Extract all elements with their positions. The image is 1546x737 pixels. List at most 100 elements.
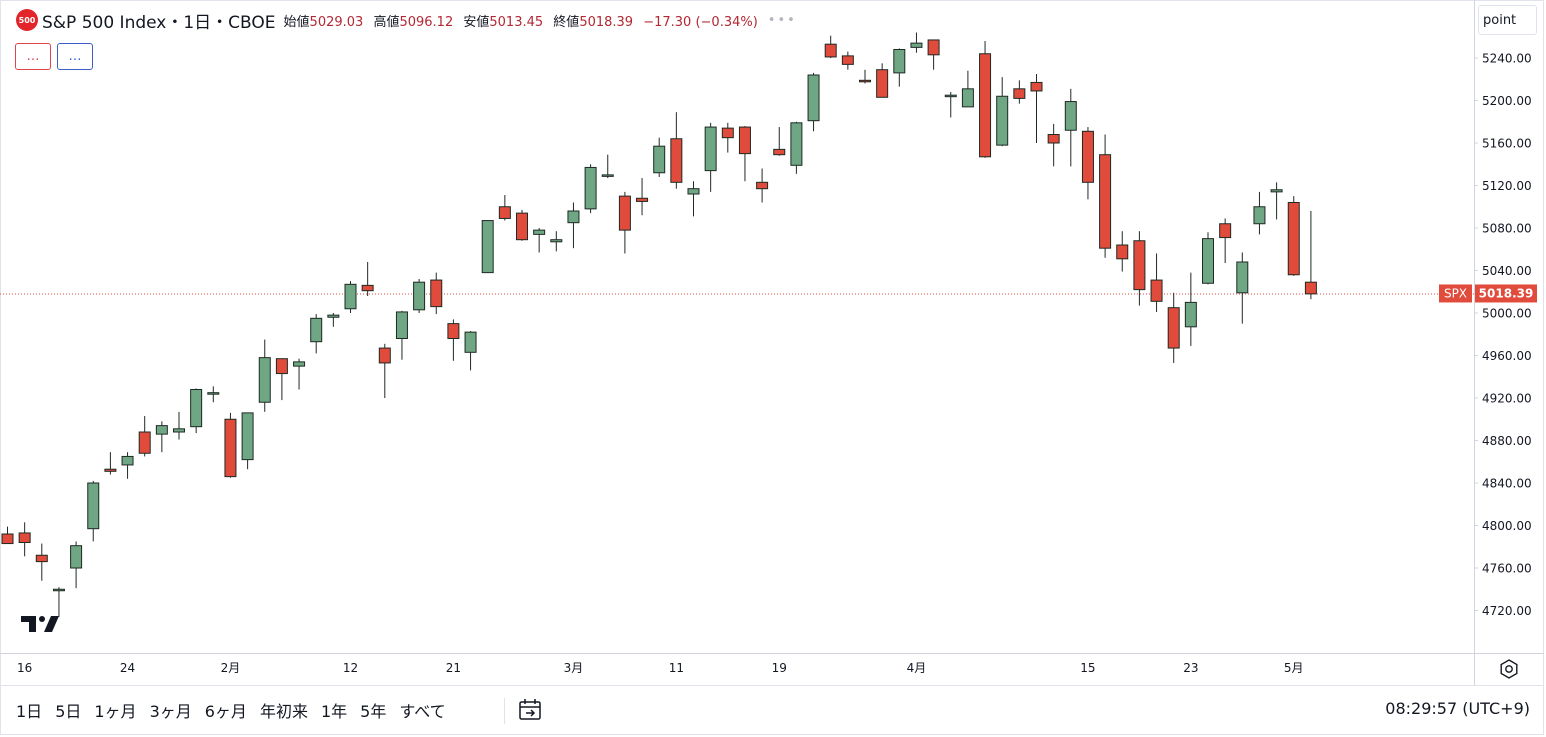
- candle[interactable]: [1047, 123, 1060, 167]
- candle[interactable]: [567, 202, 580, 249]
- candle[interactable]: [927, 39, 940, 70]
- candle[interactable]: [704, 122, 717, 192]
- candle[interactable]: [258, 339, 271, 412]
- indicator-button-red[interactable]: …: [15, 43, 51, 70]
- candle[interactable]: [104, 452, 117, 475]
- candle[interactable]: [618, 191, 631, 254]
- tradingview-logo-icon[interactable]: [20, 613, 60, 635]
- candle[interactable]: [1202, 232, 1214, 285]
- settings-gear-icon[interactable]: [1497, 657, 1521, 681]
- candle[interactable]: [18, 522, 31, 557]
- candle[interactable]: [344, 281, 357, 313]
- candle[interactable]: [636, 178, 649, 216]
- candle[interactable]: [601, 154, 614, 179]
- candle[interactable]: [173, 411, 185, 440]
- candle[interactable]: [1064, 88, 1077, 167]
- candle[interactable]: [1167, 292, 1180, 363]
- candle[interactable]: [155, 421, 168, 453]
- candle-body: [893, 49, 906, 74]
- candle[interactable]: [207, 386, 220, 403]
- candle-body: [1304, 281, 1317, 295]
- candle[interactable]: [876, 63, 889, 98]
- more-dots-icon[interactable]: •••: [767, 12, 797, 28]
- candle[interactable]: [1304, 211, 1317, 300]
- range-button-6m[interactable]: 6ヶ月: [204, 702, 247, 721]
- range-button-5d[interactable]: 5日: [55, 702, 82, 721]
- candle[interactable]: [361, 262, 374, 296]
- range-button-all[interactable]: すべて: [399, 702, 446, 721]
- candle[interactable]: [687, 181, 700, 217]
- candle[interactable]: [841, 51, 854, 70]
- candle[interactable]: [996, 77, 1009, 147]
- candle[interactable]: [70, 541, 83, 589]
- candle[interactable]: [550, 231, 563, 252]
- candle[interactable]: [1, 526, 14, 545]
- candle[interactable]: [275, 358, 288, 401]
- range-button-5y[interactable]: 5年: [360, 702, 387, 721]
- candle[interactable]: [584, 164, 597, 214]
- candle[interactable]: [859, 69, 871, 84]
- candle[interactable]: [773, 127, 786, 156]
- candle[interactable]: [190, 388, 203, 434]
- candle[interactable]: [738, 126, 751, 182]
- candle[interactable]: [516, 209, 528, 241]
- range-button-1y[interactable]: 1年: [320, 702, 348, 721]
- calendar-range-icon[interactable]: [516, 696, 544, 724]
- candle[interactable]: [138, 416, 151, 457]
- candle[interactable]: [1116, 231, 1129, 272]
- candle[interactable]: [293, 358, 306, 390]
- candle[interactable]: [1133, 231, 1146, 306]
- candle[interactable]: [1287, 196, 1300, 276]
- candle[interactable]: [310, 314, 323, 354]
- candle[interactable]: [413, 279, 426, 313]
- range-button-1m[interactable]: 1ヶ月: [94, 702, 137, 721]
- symbol-title[interactable]: S&P 500 Index・1日・CBOE: [42, 12, 276, 33]
- price-unit-button[interactable]: point: [1478, 5, 1537, 35]
- candle[interactable]: [807, 72, 820, 132]
- candle[interactable]: [979, 41, 992, 158]
- candle[interactable]: [1030, 73, 1043, 143]
- candle[interactable]: [52, 587, 65, 617]
- candle[interactable]: [447, 319, 460, 361]
- candle[interactable]: [944, 92, 957, 118]
- candle[interactable]: [653, 137, 666, 177]
- candle[interactable]: [241, 412, 254, 470]
- candle[interactable]: [87, 480, 100, 542]
- indicator-button-blue[interactable]: …: [57, 43, 93, 70]
- candle[interactable]: [893, 48, 906, 87]
- change-value: −17.30 (−0.34%): [643, 14, 758, 30]
- candle[interactable]: [824, 35, 837, 58]
- candle[interactable]: [961, 70, 974, 108]
- candle[interactable]: [1253, 191, 1266, 235]
- candle[interactable]: [464, 331, 477, 371]
- candle[interactable]: [1099, 134, 1112, 258]
- candle[interactable]: [670, 112, 683, 189]
- candle[interactable]: [481, 220, 494, 274]
- symbol-badge[interactable]: 500: [16, 9, 38, 31]
- candle[interactable]: [790, 121, 803, 174]
- candle[interactable]: [1219, 218, 1232, 264]
- candle[interactable]: [327, 313, 340, 327]
- range-button-ytd[interactable]: 年初来: [259, 702, 308, 721]
- candle[interactable]: [224, 412, 237, 478]
- candle[interactable]: [498, 195, 511, 221]
- clock-readout[interactable]: 08:29:57 (UTC+9): [1385, 699, 1530, 718]
- candle[interactable]: [378, 343, 391, 398]
- candle[interactable]: [35, 543, 48, 581]
- candle[interactable]: [721, 122, 734, 153]
- candle[interactable]: [430, 272, 443, 315]
- range-button-1d[interactable]: 1日: [16, 702, 43, 721]
- candle[interactable]: [910, 32, 923, 53]
- candle[interactable]: [533, 228, 546, 253]
- candle[interactable]: [1150, 253, 1163, 312]
- candle[interactable]: [1236, 252, 1249, 324]
- candle[interactable]: [1270, 182, 1283, 220]
- candle[interactable]: [1081, 127, 1094, 200]
- candle[interactable]: [756, 168, 769, 203]
- range-button-3m[interactable]: 3ヶ月: [149, 702, 192, 721]
- candle[interactable]: [1013, 80, 1026, 104]
- candle[interactable]: [1184, 272, 1197, 346]
- candle[interactable]: [121, 452, 134, 479]
- candle[interactable]: [395, 310, 408, 360]
